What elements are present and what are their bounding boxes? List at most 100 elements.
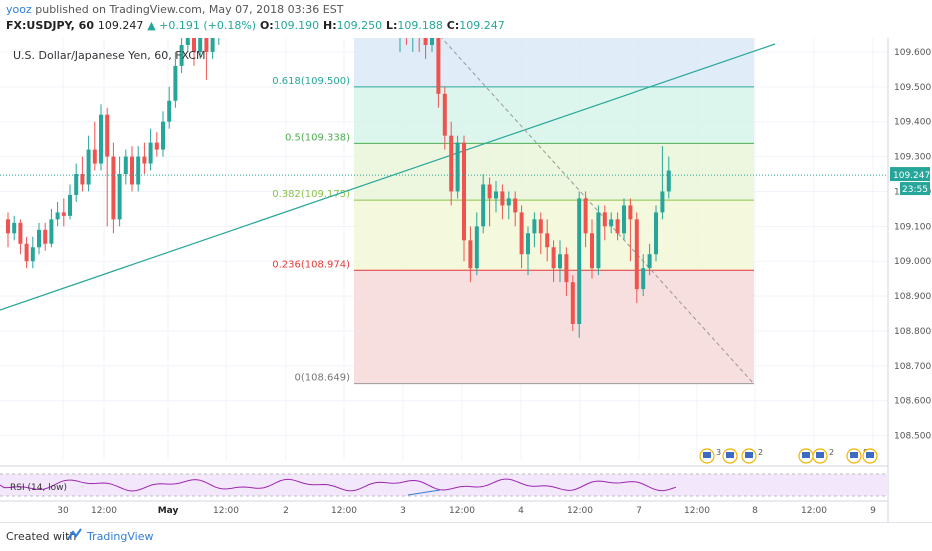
candle-body: [210, 38, 215, 52]
candle-body: [481, 184, 486, 227]
candle-body: [442, 93, 447, 136]
high-label: H:: [323, 19, 337, 32]
candle-body: [24, 243, 29, 262]
high-value: 109.250: [336, 19, 383, 32]
time-axis-tick: May: [158, 506, 179, 516]
time-axis-tick: 12:00: [91, 506, 117, 516]
candle-body: [545, 233, 550, 248]
price-axis-tick: 108.500: [894, 432, 931, 442]
candle-body: [615, 219, 620, 234]
price-axis-tick: 108.600: [894, 397, 931, 407]
candle-body: [468, 240, 473, 269]
candle-body: [49, 219, 54, 244]
time-axis-tick: 2: [283, 506, 289, 516]
price-axis-tick: 109.100: [894, 222, 931, 232]
price-axis-tick: 109.300: [894, 153, 931, 163]
time-axis-tick: 12:00: [801, 506, 827, 516]
price-axis-tick: 109.400: [894, 118, 931, 128]
candle-body: [61, 212, 66, 216]
rsi-line: [0, 478, 677, 492]
candle-body: [455, 142, 460, 192]
rsi-trendline: [407, 489, 441, 496]
rsi-label: RSI (14, low): [10, 483, 67, 493]
candle-body: [423, 38, 428, 45]
flag-icon: [745, 452, 753, 458]
flag-icon: [703, 452, 711, 458]
candle-body: [117, 174, 122, 220]
candle-body: [92, 149, 97, 164]
price-axis-tick: 108.900: [894, 292, 931, 302]
author-link[interactable]: yooz: [6, 3, 32, 16]
time-axis-tick: 12:00: [331, 506, 357, 516]
last-price: 109.247: [97, 19, 144, 32]
last-price-tag-value: 109.247: [893, 171, 930, 181]
price-axis: [888, 38, 932, 522]
candle-body: [148, 142, 153, 164]
open-label: O:: [259, 19, 274, 32]
event-count: 2: [758, 448, 763, 457]
candle-body: [660, 191, 665, 213]
rsi-band: [0, 474, 888, 496]
time-axis-tick: 9: [870, 506, 876, 516]
time-axis-tick: 30: [57, 506, 69, 516]
candle-body: [173, 65, 178, 101]
close-label: C:: [446, 19, 460, 32]
candle-body: [55, 212, 60, 220]
countdown-tag: [900, 182, 930, 196]
flag-icon: [726, 452, 734, 458]
candle-body: [167, 100, 172, 122]
time-axis-tick: 8: [752, 506, 758, 516]
last-price-tag: [890, 167, 930, 182]
fib-level-label: 0(108.649): [294, 373, 350, 384]
time-axis-tick: 4: [518, 506, 524, 516]
candle-body: [634, 219, 639, 290]
candle-body: [577, 198, 582, 324]
candle-body: [43, 229, 48, 244]
time-axis-tick: 12:00: [449, 506, 475, 516]
price-axis-tick: 109.600: [894, 48, 931, 58]
candle-body: [641, 268, 646, 290]
price-chart[interactable]: 0.618(109.500) 0.5(109.338) 0.382(109.175)…: [0, 38, 932, 522]
candle-body: [68, 194, 72, 216]
candle-body: [462, 142, 466, 241]
candle-body: [436, 38, 441, 94]
low-value: 109.188: [397, 19, 443, 32]
fib-level-label: 0.236(108.974): [272, 259, 350, 270]
price-axis-tick: 108.800: [894, 327, 931, 337]
candle-body: [99, 114, 103, 164]
candle-body: [647, 254, 652, 269]
candle-body: [506, 198, 511, 206]
footer: Created with TradingView: [0, 522, 932, 551]
tradingview-logo-icon: [67, 528, 82, 540]
price-axis-tick: 108.700: [894, 362, 931, 372]
price-axis-tick: 109.000: [894, 257, 931, 267]
candle-body: [526, 233, 530, 255]
candle-body: [204, 38, 209, 52]
candle-body: [590, 233, 594, 269]
candle-body: [192, 38, 196, 52]
candle-body: [86, 149, 91, 185]
price-change: ▲ +0.191 (+0.18%): [147, 19, 257, 32]
candle-body: [532, 219, 537, 234]
countdown-tag-value: 23:55: [902, 185, 928, 195]
candle-body: [583, 198, 588, 234]
open-value: 109.190: [273, 19, 320, 32]
candle-body: [570, 282, 575, 324]
candle-body: [30, 247, 35, 262]
candle-body: [494, 191, 498, 199]
candle-body: [622, 205, 626, 234]
tradingview-brand[interactable]: TradingView: [87, 530, 154, 543]
fib-zone: [354, 86, 754, 144]
candle-body: [185, 38, 190, 45]
candle-body: [161, 121, 165, 150]
candle-body: [654, 212, 658, 255]
time-axis-tick: 12:00: [213, 506, 239, 516]
candle-body: [80, 174, 85, 185]
candle-body: [519, 212, 524, 255]
candle-body: [6, 219, 10, 234]
candle-body: [12, 222, 17, 234]
candle-body: [609, 219, 614, 227]
candle-body: [430, 38, 434, 45]
flag-icon: [850, 452, 858, 458]
candle-body: [105, 114, 110, 157]
